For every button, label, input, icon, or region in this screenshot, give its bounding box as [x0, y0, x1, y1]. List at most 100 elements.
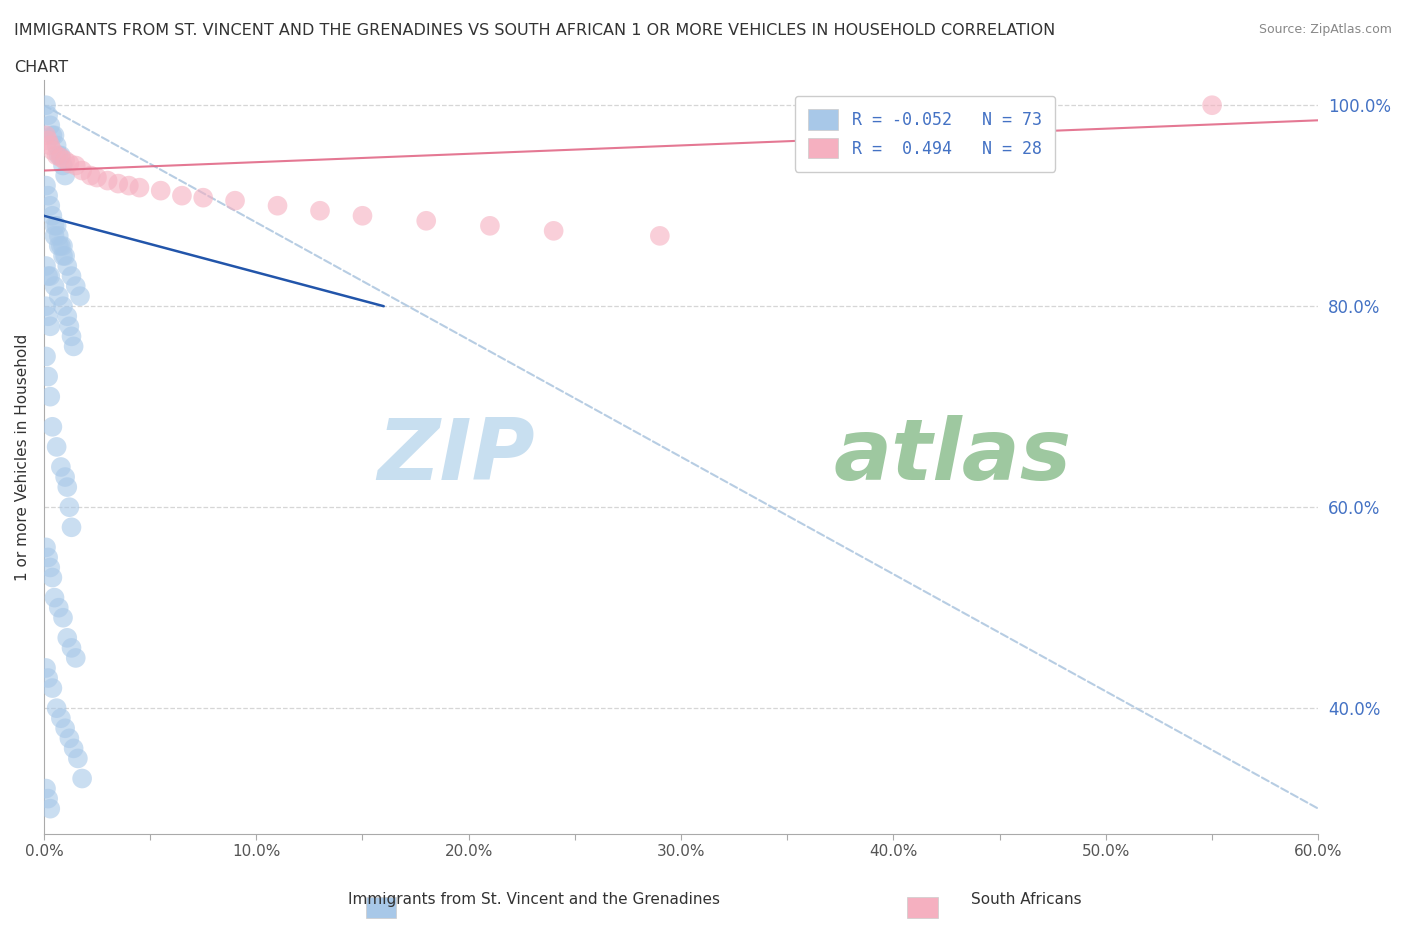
Point — [52, 248, 75, 263]
Point — [48, 229, 70, 244]
Point — [37, 309, 59, 324]
Point — [107, 176, 129, 191]
Point — [44, 591, 66, 605]
Point — [52, 238, 75, 253]
Point — [53, 168, 76, 183]
Point — [44, 219, 66, 233]
Point — [41, 128, 63, 143]
Point — [49, 238, 72, 253]
Point — [352, 208, 374, 223]
Point — [648, 229, 671, 244]
Point — [65, 650, 87, 665]
Text: ZIP: ZIP — [377, 416, 534, 498]
Point — [45, 138, 67, 153]
Point — [35, 98, 58, 113]
Point — [56, 480, 79, 495]
Point — [53, 470, 76, 485]
Point — [86, 170, 108, 185]
Point — [53, 248, 76, 263]
Point — [52, 158, 75, 173]
Point — [53, 721, 76, 736]
Point — [128, 180, 150, 195]
Point — [309, 204, 332, 219]
Point — [37, 550, 59, 565]
Point — [35, 781, 58, 796]
Point — [49, 459, 72, 474]
Point — [60, 641, 83, 656]
Point — [60, 269, 83, 284]
Point — [58, 156, 80, 171]
Point — [41, 143, 63, 158]
Point — [37, 671, 59, 685]
Point — [193, 191, 215, 206]
Point — [41, 419, 63, 434]
Point — [49, 150, 72, 165]
Text: Source: ZipAtlas.com: Source: ZipAtlas.com — [1258, 23, 1392, 36]
Point — [66, 751, 89, 766]
Point — [41, 681, 63, 696]
Point — [44, 279, 66, 294]
Point — [266, 198, 288, 213]
Point — [56, 309, 79, 324]
Point — [65, 158, 87, 173]
Point — [44, 128, 66, 143]
Point — [543, 223, 565, 238]
Point — [39, 198, 62, 213]
Point — [37, 369, 59, 384]
Point — [58, 731, 80, 746]
Point — [56, 259, 79, 273]
Point — [37, 188, 59, 203]
Point — [69, 288, 91, 303]
Y-axis label: 1 or more Vehicles in Household: 1 or more Vehicles in Household — [15, 333, 30, 580]
Point — [58, 319, 80, 334]
Point — [79, 168, 101, 183]
Point — [45, 219, 67, 233]
Point — [70, 771, 93, 786]
Point — [45, 700, 67, 715]
Point — [149, 183, 172, 198]
Point — [35, 179, 58, 193]
Point — [41, 208, 63, 223]
Text: Immigrants from St. Vincent and the Grenadines: Immigrants from St. Vincent and the Gren… — [349, 892, 720, 907]
Point — [62, 339, 84, 353]
Point — [49, 148, 72, 163]
Point — [97, 173, 120, 188]
Point — [41, 570, 63, 585]
Point — [39, 319, 62, 334]
Point — [415, 213, 437, 228]
Point — [70, 163, 93, 178]
Point — [37, 133, 59, 148]
Point — [37, 269, 59, 284]
Point — [39, 802, 62, 817]
Point — [52, 610, 75, 625]
Point — [44, 229, 66, 244]
Point — [62, 741, 84, 756]
Point — [39, 138, 62, 153]
Point — [224, 193, 246, 208]
Point — [118, 179, 141, 193]
Point — [60, 329, 83, 344]
Point — [65, 279, 87, 294]
Point — [52, 299, 75, 313]
Text: IMMIGRANTS FROM ST. VINCENT AND THE GRENADINES VS SOUTH AFRICAN 1 OR MORE VEHICL: IMMIGRANTS FROM ST. VINCENT AND THE GREN… — [14, 23, 1056, 38]
Point — [37, 108, 59, 123]
Point — [35, 660, 58, 675]
Point — [48, 600, 70, 615]
Point — [39, 269, 62, 284]
Point — [35, 299, 58, 313]
Point — [1201, 98, 1223, 113]
Point — [60, 520, 83, 535]
Point — [48, 238, 70, 253]
Point — [35, 349, 58, 364]
Text: atlas: atlas — [834, 416, 1073, 498]
Point — [48, 288, 70, 303]
Point — [39, 118, 62, 133]
Point — [58, 499, 80, 514]
Point — [39, 560, 62, 575]
Point — [45, 440, 67, 455]
Point — [35, 259, 58, 273]
Point — [478, 219, 501, 233]
Legend: R = -0.052   N = 73, R =  0.494   N = 28: R = -0.052 N = 73, R = 0.494 N = 28 — [794, 96, 1054, 172]
Point — [45, 148, 67, 163]
Point — [53, 153, 76, 168]
